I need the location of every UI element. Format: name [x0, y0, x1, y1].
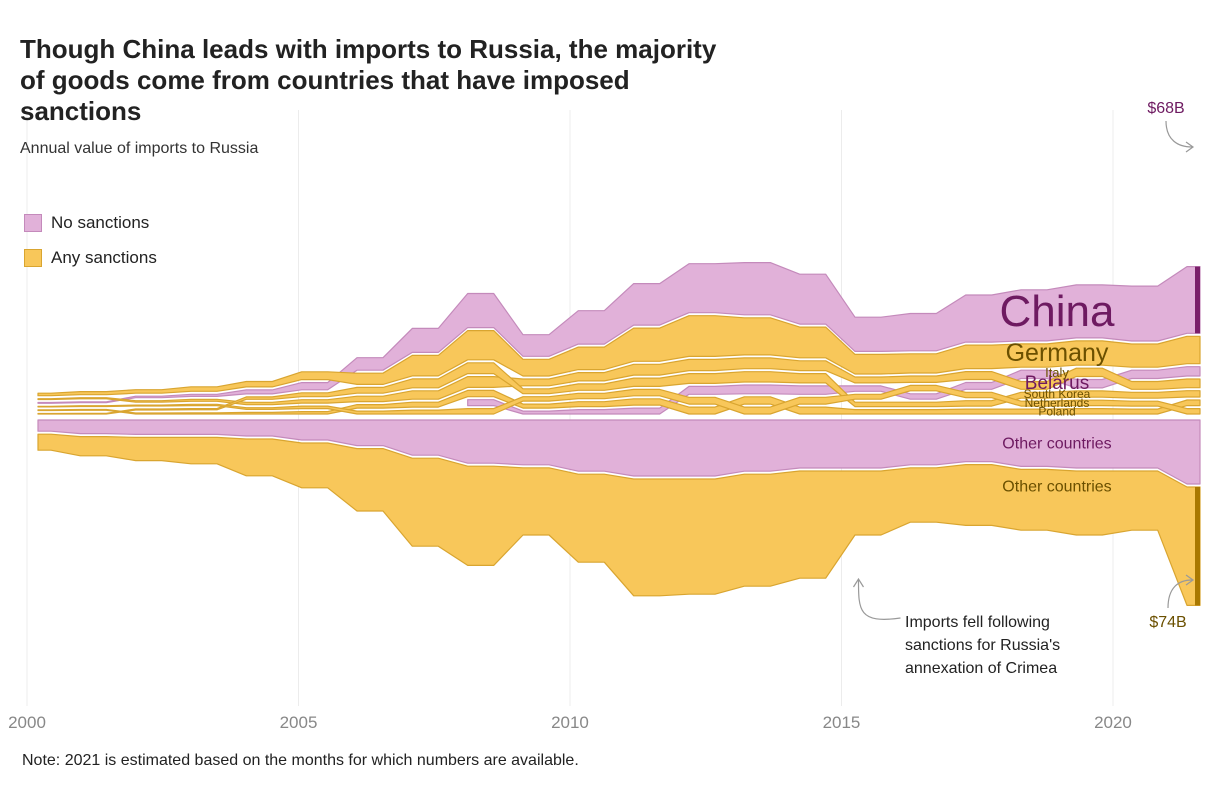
stream-south-korea [37, 362, 1201, 415]
stream-china [37, 262, 1201, 404]
stream-belarus [467, 366, 1201, 415]
legend-item-any-sanctions: Any sanctions [24, 247, 157, 269]
label-germany: Germany [1006, 339, 1109, 367]
x-tick-2015: 2015 [823, 713, 861, 732]
chart-title: Though China leads with imports to Russi… [20, 34, 717, 127]
x-tick-2010: 2010 [551, 713, 589, 732]
label-other-countries-any-sanctions: Other countries [1002, 479, 1111, 496]
label-belarus: Belarus [1025, 373, 1089, 394]
gridlines [26, 110, 1114, 706]
x-tick-2020: 2020 [1094, 713, 1132, 732]
stream-other-countries-no-sanctions [37, 419, 1201, 485]
annotation-crimea: Imports fell following sanctions for Russ… [905, 614, 1060, 677]
legend-item-no-sanctions: No sanctions [24, 212, 157, 234]
end-value-other-arrow [1167, 579, 1193, 609]
stream-netherlands [37, 384, 1201, 415]
end-bar-other-countries [1195, 487, 1200, 606]
annotations: Imports fell following sanctions for Russ… [852, 577, 1060, 677]
annotation-arrowhead [852, 577, 864, 588]
stream-poland [37, 389, 1201, 415]
label-china: China [1000, 287, 1115, 336]
end-value-china: $68B [1147, 100, 1184, 117]
legend-swatch-no-sanctions [24, 214, 42, 232]
stream-italy [37, 357, 1201, 406]
annotation-arrow [857, 579, 901, 620]
footnote: Note: 2021 is estimated based on the mon… [22, 752, 579, 769]
label-other-countries-no-sanctions: Other countries [1002, 436, 1111, 453]
end-value-china-arrow [1165, 120, 1193, 148]
x-tick-2000: 2000 [8, 713, 46, 732]
label-italy: Italy [1045, 365, 1069, 380]
x-tick-2005: 2005 [280, 713, 318, 732]
x-axis: 2000 2005 2010 2015 2020 [8, 713, 1132, 732]
annotation-line-3: annexation of Crimea [905, 660, 1057, 677]
end-value-other-arrowhead [1185, 574, 1195, 586]
end-markers: $68B $74B [1147, 100, 1200, 631]
end-bar-china [1195, 266, 1200, 334]
annotation-line-1: Imports fell following [905, 614, 1050, 631]
label-south-korea: South Korea [1024, 387, 1091, 401]
end-value-china-arrowhead [1185, 141, 1195, 153]
label-poland: Poland [1038, 404, 1075, 418]
streams [37, 262, 1201, 606]
legend: No sanctions Any sanctions [24, 212, 157, 282]
annotation-line-2: sanctions for Russia's [905, 637, 1060, 654]
legend-swatch-any-sanctions [24, 249, 42, 267]
stream-germany [37, 315, 1201, 397]
legend-label-any-sanctions: Any sanctions [51, 248, 157, 267]
chart-subtitle: Annual value of imports to Russia [20, 140, 259, 157]
label-netherlands: Netherlands [1025, 396, 1090, 410]
legend-label-no-sanctions: No sanctions [51, 213, 150, 232]
end-value-other-countries: $74B [1149, 614, 1186, 631]
